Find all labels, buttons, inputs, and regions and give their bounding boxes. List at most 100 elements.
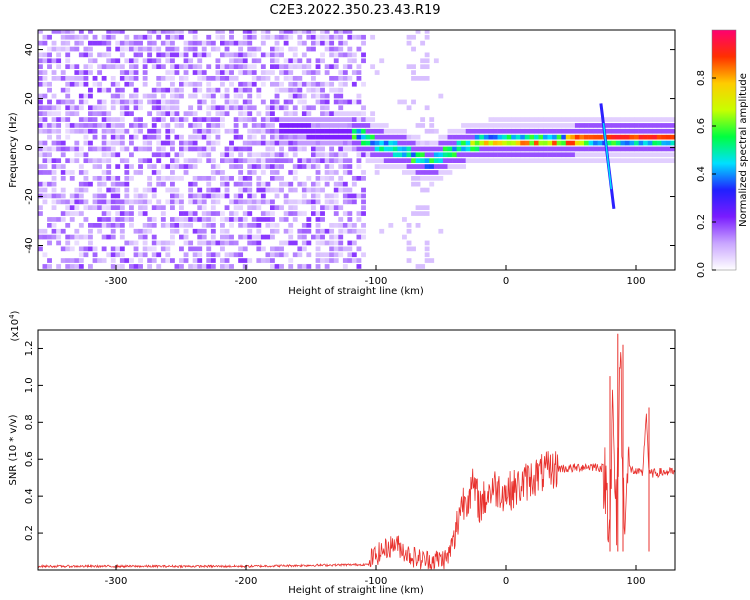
heatmap-cell: [661, 117, 667, 122]
heatmap-cell: [129, 134, 134, 140]
heatmap-cell: [361, 105, 366, 111]
heatmap-cell: [301, 134, 307, 140]
heatmap-cell: [324, 193, 330, 199]
colorbar-gradient: [712, 30, 736, 270]
heatmap-cell: [133, 240, 139, 246]
heatmap-cell: [133, 264, 139, 269]
heatmap-cell: [151, 123, 157, 128]
heatmap-cell: [311, 40, 316, 46]
heatmap-cell: [238, 87, 244, 93]
heatmap-cell: [670, 146, 675, 152]
heatmap-cell: [420, 264, 426, 269]
heatmap-cell: [347, 228, 353, 234]
heatmap-cell: [65, 123, 71, 128]
heatmap-cell: [270, 123, 275, 128]
heatmap-cell: [351, 81, 357, 87]
heatmap-cell: [379, 140, 385, 146]
heatmap-cell: [220, 105, 225, 111]
heatmap-cell: [556, 146, 562, 152]
heatmap-cell: [279, 70, 284, 75]
heatmap-cell: [138, 199, 143, 205]
heatmap-cell: [38, 234, 43, 240]
heatmap-cell: [101, 111, 107, 116]
heatmap-cell: [356, 140, 362, 146]
heatmap-cell: [260, 211, 266, 216]
heatmap-cell: [247, 128, 253, 134]
heatmap-cell: [338, 134, 344, 140]
heatmap-cell: [402, 134, 407, 140]
heatmap-cell: [238, 46, 244, 52]
heatmap-cell: [65, 58, 71, 64]
heatmap-cell: [256, 46, 262, 52]
heatmap-cell: [288, 93, 294, 99]
heatmap-cell: [306, 240, 312, 246]
heatmap-cell: [556, 128, 562, 134]
heatmap-cell: [333, 199, 339, 205]
heatmap-cell: [538, 117, 544, 122]
heatmap-cell: [115, 123, 121, 128]
heatmap-cell: [119, 146, 125, 152]
heatmap-cell: [78, 264, 84, 269]
heatmap-cell: [584, 123, 589, 128]
heatmap-cell: [547, 123, 553, 128]
heatmap-cell: [279, 87, 284, 93]
heatmap-cell: [570, 123, 576, 128]
heatmap-cell: [652, 140, 658, 146]
heatmap-cell: [606, 152, 612, 158]
heatmap-cell: [238, 258, 244, 263]
heatmap-cell: [179, 34, 184, 40]
heatmap-cell: [620, 117, 626, 122]
heatmap-cell: [311, 140, 316, 146]
heatmap-cell: [320, 176, 325, 181]
heatmap-cell: [206, 81, 212, 87]
heatmap-cell: [565, 140, 571, 146]
heatmap-cell: [629, 158, 635, 163]
heatmap-cell: [338, 146, 344, 152]
heatmap-cell: [42, 140, 48, 146]
heatmap-cell: [133, 134, 139, 140]
heatmap-cell: [347, 158, 353, 163]
heatmap-cell: [483, 146, 489, 152]
heatmap-cell: [333, 99, 339, 105]
heatmap-cell: [101, 64, 107, 69]
heatmap-cell: [151, 40, 157, 46]
heatmap-cell: [56, 158, 62, 163]
heatmap-cell: [38, 52, 43, 58]
heatmap-cell: [320, 105, 325, 111]
heatmap-cell: [97, 123, 103, 128]
heatmap-cell: [429, 152, 435, 158]
heatmap-cell: [201, 52, 207, 58]
heatmap-cell: [538, 146, 544, 152]
heatmap-cell: [124, 193, 130, 199]
heatmap-cell: [197, 99, 203, 105]
heatmap-cell: [124, 70, 130, 75]
heatmap-cell: [138, 117, 143, 122]
heatmap-cell: [220, 30, 225, 34]
heatmap-cell: [306, 228, 312, 234]
heatmap-cell: [361, 193, 366, 199]
heatmap-cell: [88, 264, 93, 269]
heatmap-cell: [119, 46, 125, 52]
heatmap-cell: [493, 128, 498, 134]
heatmap-cell: [351, 123, 357, 128]
heatmap-cell: [534, 158, 539, 163]
heatmap-cell: [479, 152, 485, 158]
heatmap-cell: [338, 46, 344, 52]
heatmap-cell: [188, 146, 194, 152]
heatmap-cell: [383, 123, 389, 128]
heatmap-cell: [151, 117, 157, 122]
heatmap-cell: [210, 217, 216, 222]
heatmap-cell: [124, 128, 130, 134]
heatmap-cell: [115, 246, 121, 252]
heatmap-cell: [142, 158, 148, 163]
heatmap-cell: [479, 158, 485, 163]
heatmap-cell: [197, 205, 203, 210]
heatmap-cell: [115, 193, 121, 199]
heatmap-cell: [265, 187, 271, 193]
heatmap-cell: [265, 52, 271, 58]
heatmap-cell: [438, 140, 444, 146]
heatmap-cell: [347, 64, 353, 69]
heatmap-cell: [119, 246, 125, 252]
heatmap-cell: [106, 170, 112, 175]
